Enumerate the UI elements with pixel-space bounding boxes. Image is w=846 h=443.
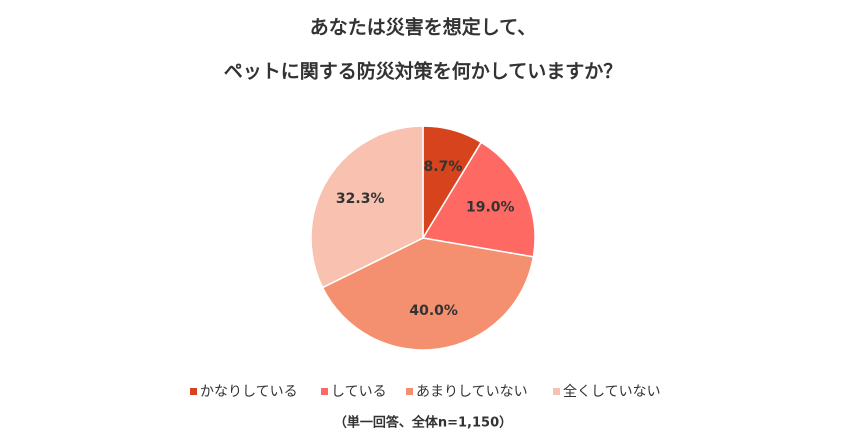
legend-label: あまりしていない	[416, 384, 528, 400]
legend-marker	[190, 388, 197, 395]
chart-title: あなたは災害を想定して、	[310, 16, 536, 39]
legend-label: している	[331, 384, 387, 400]
legend-marker	[406, 388, 413, 395]
pie-slice	[310, 125, 424, 289]
legend-marker	[321, 388, 328, 395]
pie-slice	[321, 237, 535, 351]
data-label: 8.7%	[424, 159, 463, 175]
data-label: 40.0%	[409, 303, 458, 319]
chart-title: ペットに関する防災対策を何かしていますか？	[224, 60, 622, 83]
note: （単一回答、全体n=1,150）	[334, 415, 512, 431]
pie-slice	[421, 141, 536, 258]
data-label: 19.0%	[466, 199, 515, 215]
legend-label: 全くしていない	[563, 383, 661, 400]
legend-label: かなりしている	[200, 384, 298, 400]
data-label: 32.3%	[336, 191, 385, 207]
legend-marker	[553, 388, 560, 395]
